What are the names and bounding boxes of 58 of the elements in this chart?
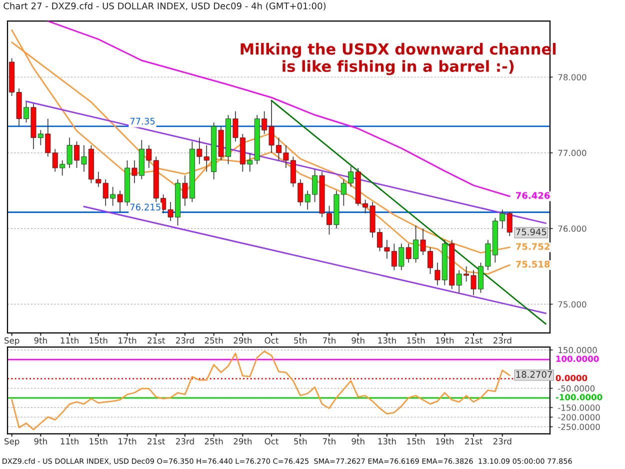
- y-tick-label: 77.000: [558, 150, 586, 156]
- x-tick-label: Oct: [264, 438, 279, 444]
- x-tick-label: 23rd: [493, 438, 512, 444]
- x-tick-label: 23rd: [176, 337, 194, 344]
- x-tick-label: 11th: [60, 438, 78, 444]
- x-tick-label: 17th: [118, 438, 136, 444]
- x-tick-label: 23rd: [176, 438, 194, 444]
- x-tick-label: 13th: [378, 438, 396, 444]
- y-tick-label: -50.0000: [558, 385, 595, 392]
- ref-line-label: 0.0000: [556, 374, 588, 382]
- x-tick-label: 21st: [148, 337, 166, 344]
- ref-line-label: 77.35: [130, 118, 155, 125]
- x-tick-label: 21st: [465, 438, 482, 444]
- x-tick-label: 9th: [34, 438, 47, 444]
- x-tick-label: 17th: [118, 337, 136, 344]
- x-tick-label: 19th: [436, 438, 454, 444]
- x-tick-label: 25th: [204, 438, 223, 444]
- x-tick-label: 29th: [234, 337, 252, 344]
- line-series: [11, 350, 510, 430]
- x-tick-label: 29th: [234, 438, 252, 444]
- x-tick-label: 15th: [90, 337, 108, 344]
- x-tick-label: Sep: [4, 438, 20, 446]
- ref-line-label: 100.0000: [556, 356, 599, 362]
- x-tick-label: 7th: [323, 438, 336, 444]
- y-tick-label: 78.000: [558, 74, 586, 80]
- y-tick-label: 150.0000: [558, 346, 597, 354]
- y-tick-label: 75.000: [558, 301, 586, 308]
- y-tick-label: -200.0000: [558, 414, 600, 420]
- chart-title: Chart 27 - DXZ9.cfd - US DOLLAR INDEX, USD Dec09 - 4h (GMT+01:00): [4, 2, 326, 10]
- x-tick-label: 23rd: [493, 337, 512, 344]
- x-tick-label: Oct: [264, 337, 279, 344]
- x-tick-label: 25th: [204, 337, 223, 344]
- candlestick: [506, 211, 512, 237]
- x-tick-label: 21st: [465, 337, 482, 344]
- x-tick-label: 9th: [352, 438, 364, 444]
- y-tick-label: -250.0000: [558, 424, 600, 430]
- x-tick-label: 15th: [407, 337, 425, 344]
- x-tick-label: 5th: [294, 337, 307, 344]
- x-tick-label: Sep: [4, 337, 20, 346]
- ref-line-label: -100.0000: [556, 394, 602, 400]
- x-tick-label: 9th: [352, 337, 364, 344]
- x-tick-label: 9th: [34, 337, 47, 344]
- data-label: 75.518: [516, 260, 550, 268]
- data-label: 76.426: [516, 192, 550, 199]
- x-tick-label: 7th: [323, 337, 336, 344]
- x-tick-label: 11th: [60, 337, 78, 344]
- data-label: 75.752: [516, 243, 550, 250]
- annotation: 75.945: [516, 228, 546, 236]
- x-tick-label: 15th: [90, 438, 108, 444]
- x-tick-label: 5th: [294, 438, 307, 444]
- annotation: 18.2707: [516, 371, 552, 378]
- y-tick-label: -150.0000: [558, 404, 600, 411]
- x-tick-label: 19th: [436, 337, 454, 344]
- ref-line-label: 76.215: [130, 204, 160, 210]
- x-tick-label: 13th: [378, 337, 396, 344]
- y-tick-label: 76.000: [558, 226, 586, 232]
- x-tick-label: 15th: [407, 438, 425, 444]
- x-tick-label: 21st: [148, 438, 166, 444]
